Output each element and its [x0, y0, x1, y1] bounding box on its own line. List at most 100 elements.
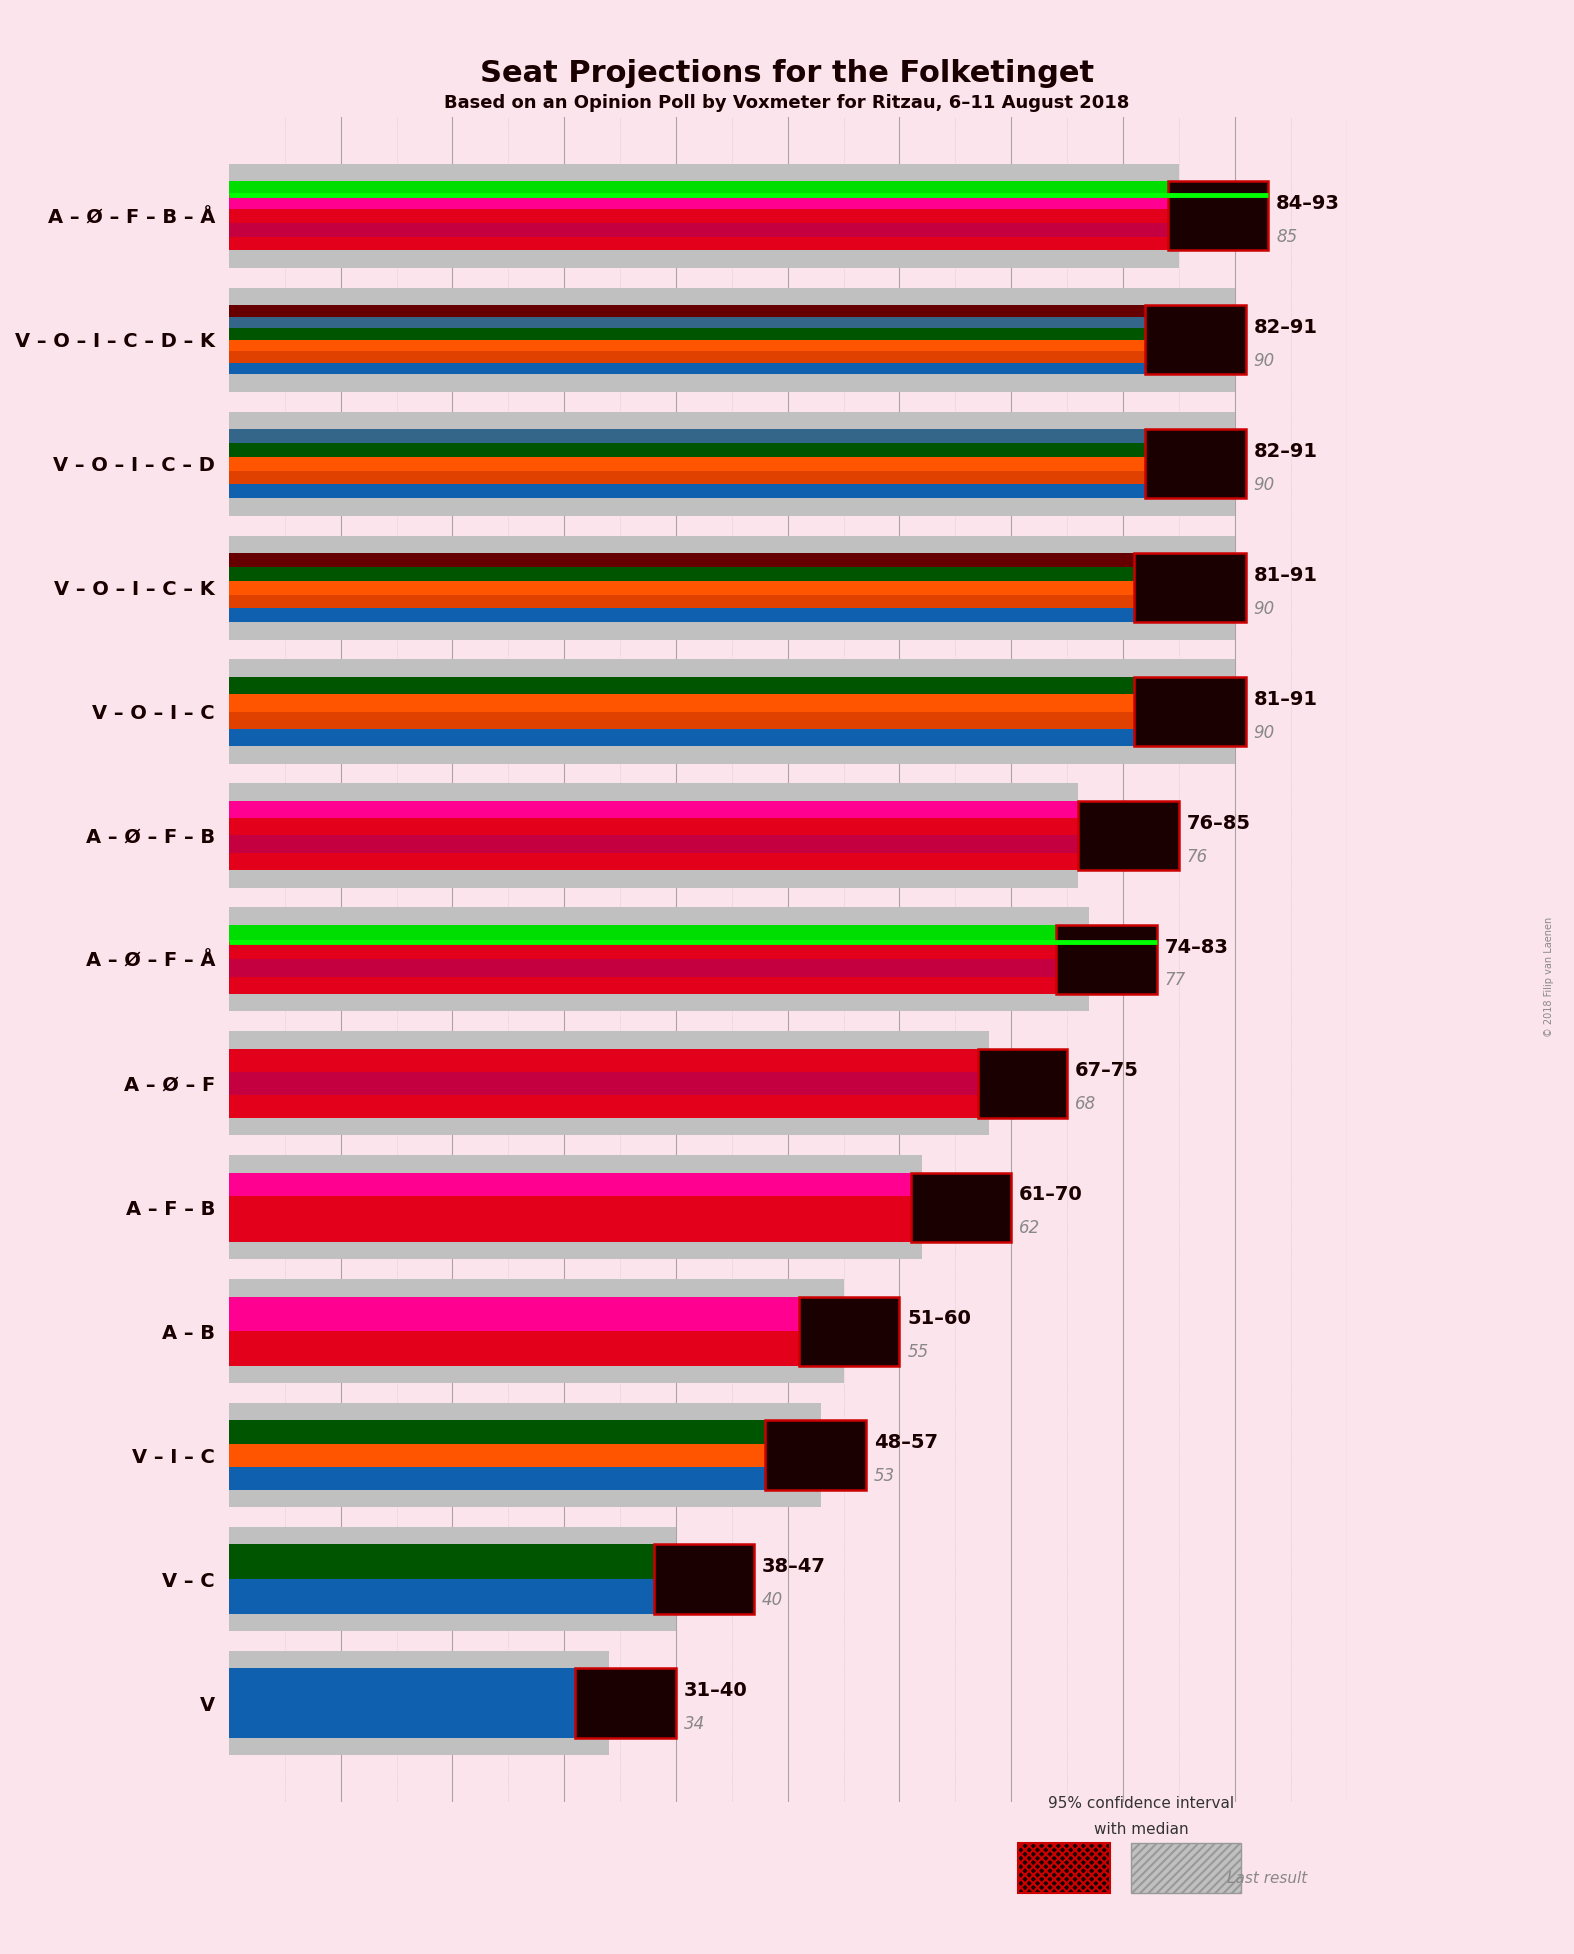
Bar — [228, 328, 1247, 340]
Bar — [228, 784, 1078, 887]
Bar — [800, 1297, 899, 1366]
Bar — [1132, 1843, 1240, 1893]
Bar — [228, 924, 1157, 942]
Bar — [228, 164, 1179, 268]
Bar — [228, 942, 1157, 959]
Bar — [1018, 1843, 1110, 1893]
Bar — [228, 608, 1247, 621]
Bar — [1056, 924, 1157, 995]
Bar — [765, 1421, 866, 1489]
Text: 51–60: 51–60 — [907, 1309, 971, 1329]
Bar — [228, 1403, 822, 1507]
Bar — [228, 195, 1269, 209]
Text: 62: 62 — [1018, 1219, 1040, 1237]
Text: 76: 76 — [1187, 848, 1207, 866]
Text: 38–47: 38–47 — [762, 1557, 826, 1577]
Text: 76–85: 76–85 — [1187, 813, 1251, 832]
Text: 81–91: 81–91 — [1254, 690, 1317, 709]
Bar — [228, 1421, 866, 1444]
Text: Based on an Opinion Poll by Voxmeter for Ritzau, 6–11 August 2018: Based on an Opinion Poll by Voxmeter for… — [444, 94, 1130, 111]
Bar — [228, 1219, 1011, 1243]
Bar — [228, 1669, 675, 1737]
Bar — [228, 363, 1247, 375]
Bar — [228, 1331, 899, 1366]
Bar — [228, 352, 1247, 363]
Bar — [228, 457, 1247, 471]
Bar — [228, 1280, 844, 1383]
Bar — [228, 317, 1247, 328]
Bar — [1078, 801, 1179, 870]
Text: 68: 68 — [1075, 1096, 1096, 1114]
Bar — [576, 1669, 675, 1737]
Bar — [977, 1049, 1067, 1118]
Bar — [1168, 182, 1269, 250]
Text: with median: with median — [1094, 1821, 1188, 1837]
Bar — [228, 694, 1247, 711]
Bar — [228, 580, 1247, 594]
Text: 85: 85 — [1277, 229, 1297, 246]
Bar — [800, 1297, 899, 1366]
Bar — [1146, 430, 1247, 498]
Bar — [228, 567, 1247, 580]
Bar — [228, 223, 1269, 236]
Bar — [228, 1544, 754, 1579]
Bar — [228, 959, 1157, 977]
Bar — [977, 1049, 1067, 1118]
Text: Last result: Last result — [1228, 1870, 1306, 1886]
Bar — [228, 340, 1247, 352]
Text: 34: 34 — [683, 1716, 705, 1733]
Bar — [228, 1049, 1067, 1073]
Bar — [228, 471, 1247, 485]
Bar — [228, 182, 1269, 195]
Bar — [228, 594, 1247, 608]
Text: 53: 53 — [874, 1467, 896, 1485]
Bar — [228, 1172, 1011, 1196]
Bar — [228, 305, 1247, 317]
Bar — [228, 729, 1247, 746]
Bar — [228, 1467, 866, 1489]
Bar — [1135, 676, 1247, 746]
Bar — [228, 907, 1089, 1012]
Text: 48–57: 48–57 — [874, 1434, 938, 1452]
Bar — [1146, 305, 1247, 375]
Bar — [228, 485, 1247, 498]
Bar — [228, 535, 1234, 639]
Bar — [228, 444, 1247, 457]
Text: 40: 40 — [762, 1591, 784, 1610]
Text: 90: 90 — [1254, 723, 1275, 743]
Bar — [228, 209, 1269, 223]
Text: 61–70: 61–70 — [1018, 1186, 1083, 1204]
Bar — [228, 836, 1179, 852]
Bar — [228, 1196, 1011, 1219]
Bar — [228, 711, 1247, 729]
Bar — [911, 1172, 1011, 1243]
Text: 77: 77 — [1165, 971, 1185, 989]
Bar — [1168, 182, 1269, 250]
Bar — [911, 1172, 1011, 1243]
Bar — [653, 1544, 754, 1614]
Bar — [228, 819, 1179, 836]
Bar — [228, 1297, 899, 1331]
Bar — [1146, 305, 1247, 375]
Text: 84–93: 84–93 — [1277, 193, 1339, 213]
Bar — [228, 801, 1179, 819]
Bar — [228, 1651, 609, 1755]
Text: 90: 90 — [1254, 475, 1275, 494]
Bar — [1135, 553, 1247, 621]
Bar — [228, 553, 1247, 567]
Text: 55: 55 — [907, 1342, 929, 1362]
Bar — [228, 1579, 754, 1614]
Bar — [228, 430, 1247, 444]
Bar — [228, 1094, 1067, 1118]
Bar — [228, 658, 1234, 764]
Bar — [765, 1421, 866, 1489]
Text: 90: 90 — [1254, 600, 1275, 617]
Bar — [1056, 924, 1157, 995]
Text: 82–91: 82–91 — [1254, 442, 1317, 461]
Bar — [228, 676, 1247, 694]
Bar — [1135, 676, 1247, 746]
Bar — [228, 1528, 675, 1632]
Text: 81–91: 81–91 — [1254, 567, 1317, 584]
Bar — [228, 287, 1234, 391]
Text: 67–75: 67–75 — [1075, 1061, 1140, 1081]
